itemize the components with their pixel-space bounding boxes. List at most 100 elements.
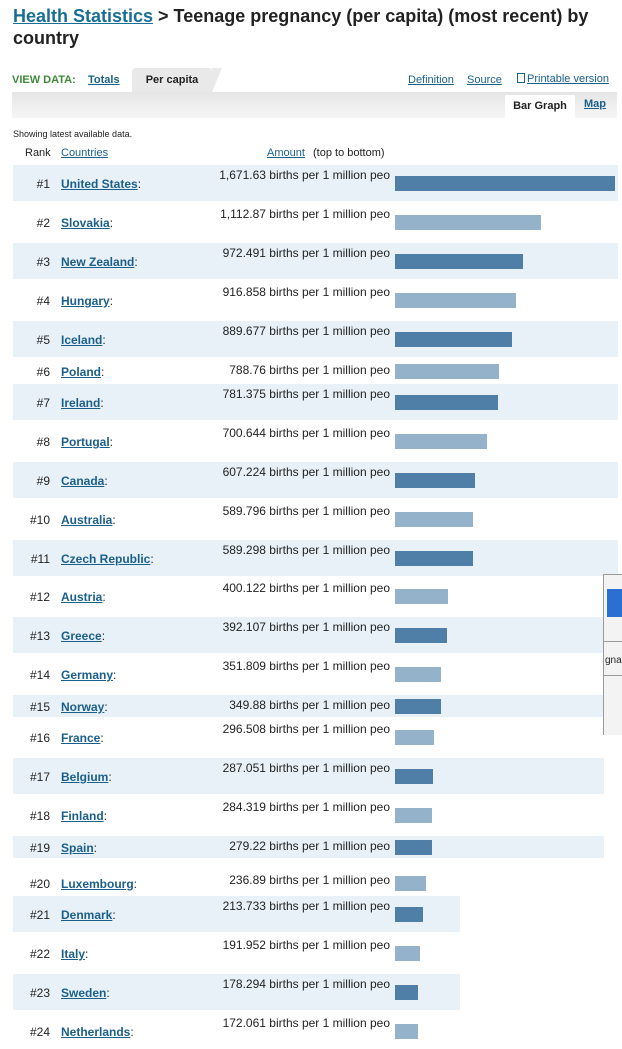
page-title-text: > Teenage pregnancy (per capita) (most r… <box>13 6 589 48</box>
rank-cell: #14 <box>29 668 50 682</box>
table-row: #4 Hungary: 916.858 births per 1 million p… <box>0 282 622 318</box>
breadcrumb-health-statistics[interactable]: Health Statistics <box>13 6 154 26</box>
tab-map[interactable]: Map <box>584 98 606 110</box>
sort-order-note: (top to bottom) <box>313 147 385 159</box>
country-cell: Slovakia: <box>61 216 113 230</box>
table-row: #11 Czech Republic: 589.298 births per 1 m… <box>0 540 622 576</box>
country-link[interactable]: United States <box>61 177 138 191</box>
amount-cell: 284.319 births per 1 million peo <box>222 800 390 814</box>
country-cell: Poland: <box>61 365 104 379</box>
country-cell: Portugal: <box>61 435 113 449</box>
value-bar <box>395 1024 418 1039</box>
country-cell: Canada: <box>61 474 108 488</box>
table-row: #24 Netherlands: 172.061 births per 1 mill… <box>0 1013 622 1049</box>
rank-cell: #12 <box>29 590 50 604</box>
country-link[interactable]: Netherlands <box>61 1025 131 1039</box>
country-link[interactable]: Luxembourg <box>61 877 134 891</box>
country-link[interactable]: Italy <box>61 947 86 961</box>
country-link[interactable]: Canada <box>61 474 105 488</box>
row-shading <box>13 384 618 420</box>
value-bar <box>395 808 432 823</box>
column-header-countries[interactable]: Countries <box>61 147 109 159</box>
value-bar <box>395 434 487 449</box>
country-cell: Australia: <box>61 513 116 527</box>
country-link[interactable]: Belgium <box>61 770 109 784</box>
rank-cell: #17 <box>29 770 50 784</box>
country-link[interactable]: Greece <box>61 629 102 643</box>
country-link[interactable]: Iceland <box>61 333 103 347</box>
row-shading <box>13 462 618 498</box>
country-link[interactable]: France <box>61 731 101 745</box>
country-colon: : <box>101 629 106 643</box>
rank-cell: #15 <box>29 700 50 714</box>
country-cell: Greece: <box>61 629 105 643</box>
amount-cell: 589.298 births per 1 million peo <box>222 543 390 557</box>
country-cell: Belgium: <box>61 770 112 784</box>
amount-cell: 788.76 births per 1 million peo <box>229 363 390 377</box>
value-bar <box>395 876 426 891</box>
country-link[interactable]: Germany <box>61 668 114 682</box>
country-colon: : <box>85 947 89 961</box>
country-colon: : <box>134 255 138 269</box>
country-link[interactable]: Sweden <box>61 986 107 1000</box>
country-link[interactable]: Denmark <box>61 908 113 922</box>
country-colon: : <box>102 333 106 347</box>
column-header-amount[interactable]: Amount <box>267 147 305 159</box>
tab-bar-graph[interactable]: Bar Graph <box>505 95 575 118</box>
country-cell: Norway: <box>61 700 108 714</box>
country-colon: : <box>109 435 114 449</box>
value-bar <box>395 907 423 922</box>
rank-cell: #9 <box>36 474 50 488</box>
country-cell: Luxembourg: <box>61 877 137 891</box>
row-shading <box>13 974 460 1010</box>
value-bar <box>395 551 473 566</box>
rank-cell: #6 <box>36 365 50 379</box>
display-mode-bar: Bar Graph Map <box>12 92 617 118</box>
row-shading <box>13 836 604 858</box>
country-link[interactable]: Czech Republic <box>61 552 151 566</box>
tab-totals[interactable]: Totals <box>88 74 120 86</box>
rank-cell: #1 <box>36 177 50 191</box>
country-link[interactable]: Norway <box>61 700 105 714</box>
amount-cell: 172.061 births per 1 million peo <box>222 1016 390 1030</box>
amount-cell: 392.107 births per 1 million peo <box>222 620 390 634</box>
country-colon: : <box>109 216 114 230</box>
table-row: #3 New Zealand: 972.491 births per 1 milli… <box>0 243 622 279</box>
value-bar <box>395 332 512 347</box>
source-link[interactable]: Source <box>467 74 502 86</box>
country-link[interactable]: Australia <box>61 513 113 527</box>
country-link[interactable]: Finland <box>61 809 104 823</box>
table-row: #21 Denmark: 213.733 births per 1 million … <box>0 896 622 932</box>
country-cell: United States: <box>61 177 141 191</box>
page-title: Health Statistics > Teenage pregnancy (p… <box>13 5 618 49</box>
country-link[interactable]: Portugal <box>61 435 110 449</box>
tab-per-capita[interactable]: Per capita <box>132 68 222 92</box>
country-colon: : <box>130 1025 134 1039</box>
value-bar <box>395 395 498 410</box>
country-link[interactable]: Slovakia <box>61 216 110 230</box>
view-data-tabs: VIEW DATA: Totals Per capita Definition … <box>12 68 617 92</box>
definition-link[interactable]: Definition <box>408 74 454 86</box>
country-link[interactable]: New Zealand <box>61 255 135 269</box>
amount-cell: 349.88 births per 1 million peo <box>229 698 390 712</box>
printer-icon <box>517 73 525 83</box>
country-link[interactable]: Spain <box>61 841 94 855</box>
data-note: Showing latest available data. <box>13 129 133 139</box>
country-link[interactable]: Austria <box>61 590 103 604</box>
country-link[interactable]: Ireland <box>61 396 101 410</box>
amount-cell: 1,671.63 births per 1 million peo <box>219 168 390 182</box>
value-bar <box>395 364 499 379</box>
row-shading <box>13 695 618 717</box>
row-shading <box>13 617 618 653</box>
table-row: #16 France: 296.508 births per 1 million p… <box>0 719 622 755</box>
rank-cell: #20 <box>29 877 50 891</box>
printable-version-link[interactable]: Printable version <box>517 73 609 85</box>
rank-cell: #7 <box>36 396 50 410</box>
amount-cell: 700.644 births per 1 million peo <box>222 426 390 440</box>
country-link[interactable]: Poland <box>61 365 102 379</box>
country-link[interactable]: Hungary <box>61 294 110 308</box>
rank-cell: #18 <box>29 809 50 823</box>
value-bar <box>395 946 420 961</box>
row-shading <box>13 896 460 932</box>
rank-cell: #19 <box>29 841 50 855</box>
